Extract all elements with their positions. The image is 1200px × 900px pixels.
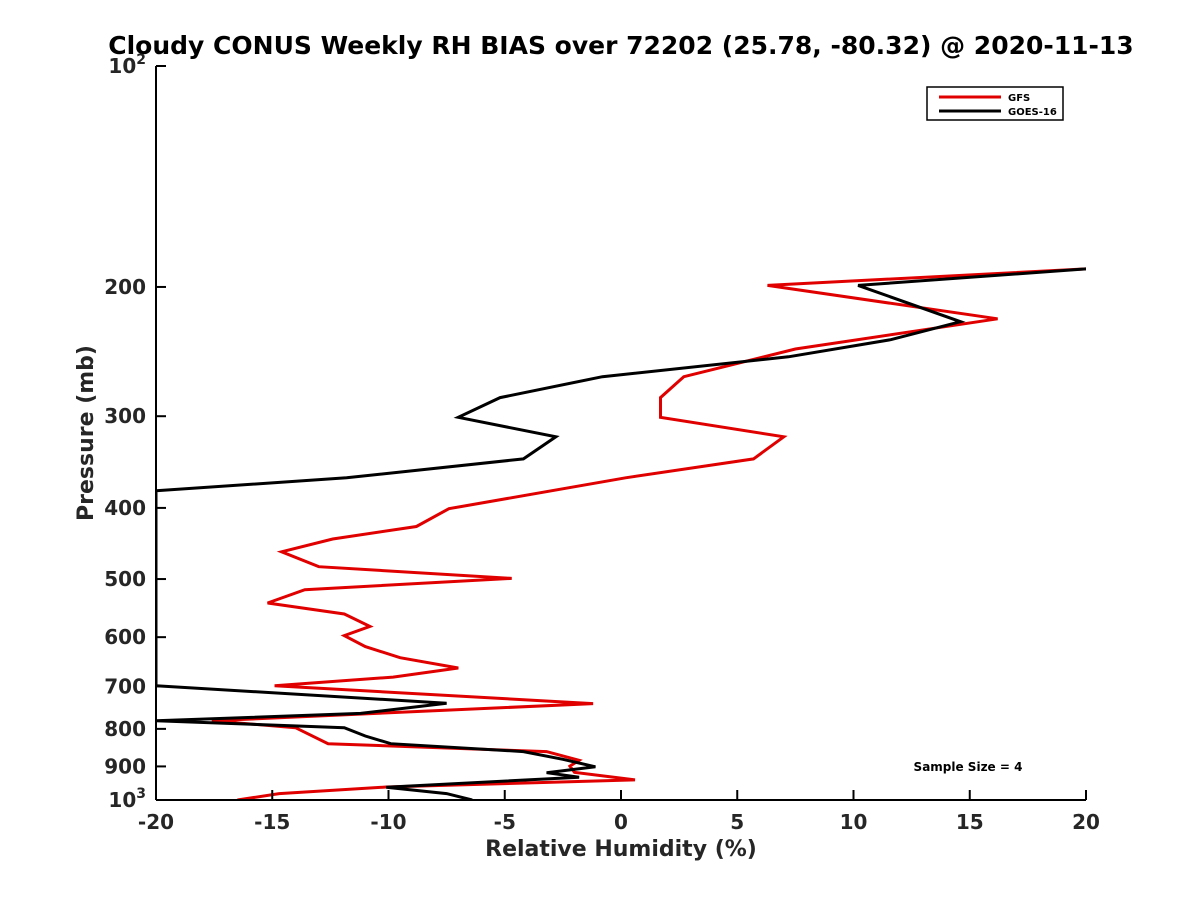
x-tick-label: 0 bbox=[614, 810, 628, 834]
legend[interactable]: GFS GOES-16 bbox=[926, 86, 1064, 121]
x-tick-label: -15 bbox=[254, 810, 290, 834]
legend-box bbox=[926, 86, 1064, 121]
y-axis-label: Pressure (mb) bbox=[74, 345, 99, 521]
x-tick-label: 5 bbox=[730, 810, 744, 834]
x-ticks: -20 -15 -10 -5 0 5 10 15 20 bbox=[138, 790, 1100, 834]
y-tick-label: 900 bbox=[104, 754, 146, 778]
y-tick-label: 102 bbox=[108, 52, 146, 78]
chart-title: Cloudy CONUS Weekly RH BIAS over 72202 (… bbox=[108, 31, 1133, 60]
y-tick-label: 400 bbox=[104, 496, 146, 520]
y-tick-label: 300 bbox=[104, 404, 146, 428]
y-tick-label: 600 bbox=[104, 625, 146, 649]
y-tick-label: 200 bbox=[104, 275, 146, 299]
axes bbox=[155, 66, 1086, 801]
series-layer bbox=[156, 267, 1086, 800]
y-tick-label: 800 bbox=[104, 717, 146, 741]
x-tick-label: 10 bbox=[840, 810, 868, 834]
y-tick-label: 500 bbox=[104, 567, 146, 591]
x-axis-label: Relative Humidity (%) bbox=[485, 837, 757, 862]
y-tick-label: 700 bbox=[104, 674, 146, 698]
series-line-goes16 bbox=[156, 267, 1086, 800]
x-tick-label: 15 bbox=[956, 810, 984, 834]
y-tick-label: 103 bbox=[108, 786, 146, 812]
y-ticks: 102 200 300 400 500 600 700 800 900 103 bbox=[104, 52, 166, 812]
x-tick-label: 20 bbox=[1072, 810, 1100, 834]
x-tick-label: -10 bbox=[370, 810, 406, 834]
sample-size-annotation: Sample Size = 4 bbox=[914, 760, 1023, 774]
legend-label-gfs: GFS bbox=[1008, 93, 1030, 104]
series-line-gfs bbox=[211, 267, 1086, 800]
legend-label-goes16: GOES-16 bbox=[1008, 107, 1057, 118]
x-tick-label: -5 bbox=[494, 810, 516, 834]
x-tick-label: -20 bbox=[138, 810, 174, 834]
